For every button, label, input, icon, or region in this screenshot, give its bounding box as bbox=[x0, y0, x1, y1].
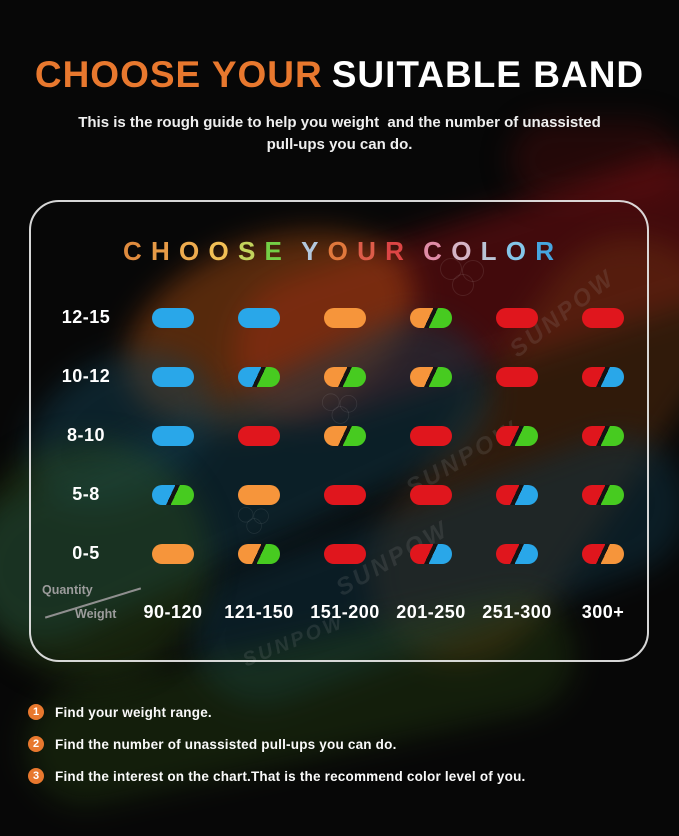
band-pill bbox=[496, 366, 538, 387]
band-pill bbox=[324, 366, 366, 387]
band-pill bbox=[582, 366, 624, 387]
rings-icon bbox=[440, 258, 484, 296]
rings-icon bbox=[322, 393, 358, 424]
axis-label-quantity: Quantity bbox=[42, 583, 93, 597]
chart-title-letter: O bbox=[208, 236, 230, 266]
weight-range-label: 151-200 bbox=[310, 601, 380, 622]
page-title: CHOOSE YOUR SUITABLE BAND bbox=[0, 56, 679, 94]
list-item: 1 Find your weight range. bbox=[28, 696, 525, 728]
page-title-highlight: CHOOSE YOUR bbox=[34, 54, 323, 95]
band-pill bbox=[410, 543, 452, 564]
step-text: Find your weight range. bbox=[55, 704, 212, 720]
band-pill bbox=[238, 307, 280, 328]
band-pill bbox=[324, 543, 366, 564]
list-item: 2 Find the number of unassisted pull-ups… bbox=[28, 728, 525, 760]
chart-title-letter: C bbox=[423, 236, 443, 266]
weight-range-label: 251-300 bbox=[482, 601, 552, 622]
weight-range-label: 201-250 bbox=[396, 601, 466, 622]
chart-title-letter: U bbox=[357, 236, 377, 266]
band-pill bbox=[582, 425, 624, 446]
row-label-pullups: 5-8 bbox=[72, 484, 100, 504]
band-pill bbox=[324, 484, 366, 505]
chart-title-letter: R bbox=[535, 236, 556, 266]
step-number-badge: 1 bbox=[28, 704, 44, 720]
band-pill bbox=[582, 307, 624, 328]
band-pill bbox=[410, 484, 452, 505]
chart-title-letter: C bbox=[122, 236, 143, 266]
page-subtitle: This is the rough guide to help you weig… bbox=[0, 112, 679, 156]
axis-label-weight: Weight bbox=[75, 607, 117, 621]
band-pill bbox=[496, 543, 538, 564]
band-pill bbox=[152, 307, 194, 328]
band-pill bbox=[152, 425, 194, 446]
chart-title-letter: S bbox=[237, 236, 257, 266]
step-text: Find the interest on the chart.That is t… bbox=[55, 768, 526, 784]
band-pill bbox=[152, 543, 194, 564]
band-pill bbox=[410, 307, 452, 328]
rings-icon bbox=[238, 507, 269, 534]
band-pill bbox=[324, 425, 366, 446]
band-pill bbox=[152, 484, 194, 505]
band-pill bbox=[496, 307, 538, 328]
chart-title-letter: L bbox=[480, 236, 498, 266]
band-pill bbox=[238, 425, 280, 446]
band-pill bbox=[324, 307, 366, 328]
chart-title-letter: O bbox=[327, 236, 349, 266]
chart-title-letter: O bbox=[179, 236, 201, 266]
chart-title-letter: O bbox=[505, 236, 528, 266]
band-pill bbox=[410, 425, 452, 446]
row-label-pullups: 0-5 bbox=[72, 543, 100, 563]
step-text: Find the number of unassisted pull-ups y… bbox=[55, 736, 397, 752]
band-pill bbox=[410, 366, 452, 387]
band-pill bbox=[238, 543, 280, 564]
chart-title-letter: Y bbox=[301, 236, 320, 266]
chart-title-letter: O bbox=[451, 236, 473, 266]
chart-title-letter: E bbox=[264, 236, 283, 266]
band-pill bbox=[496, 425, 538, 446]
band-pill bbox=[582, 543, 624, 564]
band-pill bbox=[238, 366, 280, 387]
weight-range-label: 300+ bbox=[581, 601, 625, 622]
step-number-badge: 3 bbox=[28, 768, 44, 784]
row-label-pullups: 10-12 bbox=[61, 366, 111, 386]
axis-corner-label: Quantity Weight bbox=[42, 583, 142, 641]
weight-range-label: 90-120 bbox=[143, 601, 203, 622]
chart-title-letter: R bbox=[385, 236, 405, 266]
band-pill bbox=[582, 484, 624, 505]
band-pill bbox=[496, 484, 538, 505]
row-label-pullups: 8-10 bbox=[66, 425, 106, 445]
subtitle-line-1: This is the rough guide to help you weig… bbox=[78, 114, 601, 131]
band-pill bbox=[152, 366, 194, 387]
chart-title: C H O O S E Y O U R C O L O R bbox=[29, 236, 649, 267]
instructions-list: 1 Find your weight range. 2 Find the num… bbox=[28, 696, 525, 792]
chart-title-letter: H bbox=[150, 236, 171, 266]
weight-range-label: 121-150 bbox=[224, 601, 294, 622]
list-item: 3 Find the interest on the chart.That is… bbox=[28, 760, 525, 792]
subtitle-line-2: pull-ups you can do. bbox=[266, 136, 413, 153]
band-selection-table: 12-15 10-12 8-10 5-8 0-5 Quantity Weight… bbox=[42, 288, 646, 641]
band-pill bbox=[238, 484, 280, 505]
step-number-badge: 2 bbox=[28, 736, 44, 752]
chart-panel bbox=[29, 200, 649, 662]
page-title-rest: SUITABLE BAND bbox=[331, 54, 645, 95]
row-label-pullups: 12-15 bbox=[61, 307, 111, 327]
